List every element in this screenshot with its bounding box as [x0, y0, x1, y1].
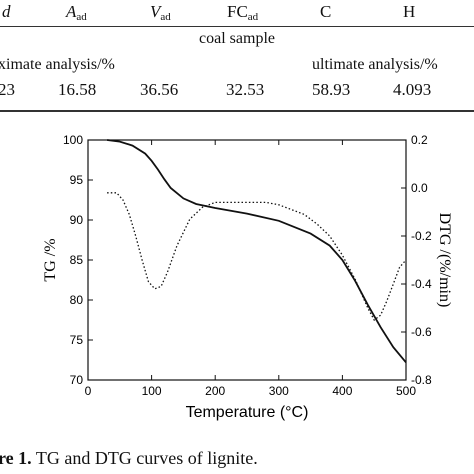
y-right-tick-label: -0.8 — [411, 373, 432, 387]
dtg-curve — [107, 192, 407, 321]
header-cell-volatile: Vad — [150, 2, 171, 23]
x-tick-label: 100 — [142, 384, 162, 398]
y-left-tick-label: 100 — [63, 133, 83, 147]
table-rule-top — [0, 26, 474, 27]
y-left-tick-label: 80 — [70, 293, 84, 307]
y-right-tick-label: 0.0 — [411, 181, 428, 195]
header-cell-carbon: C — [320, 2, 332, 21]
y-right-tick-label: -0.4 — [411, 277, 432, 291]
y-axis-right-label: DTG /(%/min) — [436, 213, 453, 308]
axis-ticks: 0 100 200 300 400 500 70 75 80 85 90 95 100 -0.8 -0.6 -… — [63, 133, 432, 398]
y-right-tick-label: -0.6 — [411, 325, 432, 339]
figure-caption-label: re 1. — [0, 448, 32, 468]
y-left-tick-label: 85 — [70, 253, 84, 267]
proximate-label: ximate analysis/% — [0, 56, 115, 73]
x-tick-label: 0 — [85, 384, 92, 398]
header-cell-ash: Aad — [66, 2, 87, 23]
value-cell: 23 — [0, 80, 15, 99]
figure-caption: re 1. TG and DTG curves of lignite. — [0, 448, 258, 469]
curves — [106, 139, 407, 363]
table-header-row: d Aad Vad FCad C H — [0, 0, 474, 24]
value-cell: 4.093 — [393, 80, 432, 99]
figure-caption-text: TG and DTG curves of lignite. — [31, 448, 258, 468]
y-axis-left-label: TG /% — [42, 238, 59, 281]
x-tick-label: 200 — [205, 384, 225, 398]
sample-label: coal sample — [199, 30, 275, 47]
x-tick-label: 300 — [269, 384, 289, 398]
table-values-row: 23 16.58 36.56 32.53 58.93 4.093 — [0, 78, 474, 102]
y-right-tick-label: -0.2 — [411, 229, 432, 243]
tg-dtg-chart: 0 100 200 300 400 500 70 75 80 85 90 95 100 -0.8 -0.6 -… — [42, 133, 453, 421]
tg-curve — [106, 139, 407, 363]
value-cell: 36.56 — [140, 80, 179, 99]
x-tick-label: 400 — [332, 384, 352, 398]
y-left-tick-label: 75 — [70, 333, 84, 347]
x-tick-label: 500 — [396, 384, 416, 398]
y-left-tick-label: 70 — [70, 373, 84, 387]
header-cell-1: d — [2, 2, 11, 21]
y-right-tick-label: 0.2 — [411, 133, 428, 147]
header-cell-fixed-carbon: FCad — [227, 2, 259, 23]
value-cell: 16.58 — [58, 80, 97, 99]
y-left-tick-label: 95 — [70, 173, 84, 187]
header-cell-hydrogen: H — [403, 2, 416, 21]
value-cell: 32.53 — [226, 80, 265, 99]
value-cell: 58.93 — [312, 80, 351, 99]
table-rule-bottom — [0, 110, 474, 112]
ultimate-label: ultimate analysis/% — [312, 56, 438, 73]
x-axis-label: Temperature (°C) — [186, 404, 309, 421]
plot-frame — [87, 139, 407, 381]
y-left-tick-label: 90 — [70, 213, 84, 227]
